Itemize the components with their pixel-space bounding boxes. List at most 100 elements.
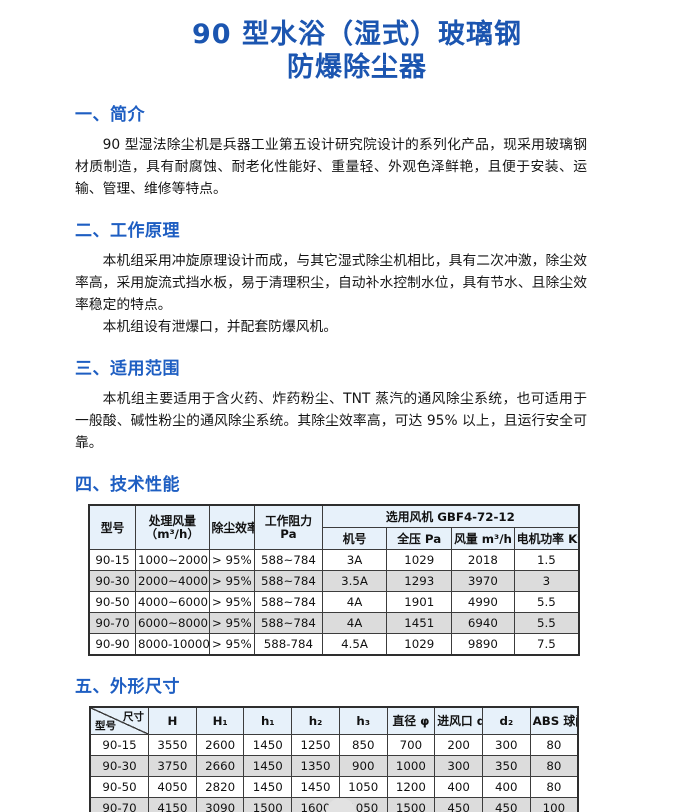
value-cell: 4150 <box>148 797 197 812</box>
value-cell: 3A <box>321 549 388 571</box>
col-header-motor-power: 电机功率 Kw <box>513 527 580 550</box>
value-cell: 2820 <box>195 776 245 798</box>
principle-paragraph-1: 本机组采用冲旋原理设计而成，与其它湿式除尘机相比，具有二次冲激，除尘效率高，采用… <box>75 253 587 313</box>
col-header-diameter: 直径 φ <box>386 706 436 735</box>
value-cell: 3970 <box>451 570 515 592</box>
table-row: 90-15 3550 2600 1450 1250 850 700 200 300 80 <box>89 734 579 756</box>
value-cell: 450 <box>481 797 531 812</box>
value-cell: 4.5A <box>321 633 388 655</box>
table-row: 90-70 4150 3090 1500 1600 1050 1500 450 450 100 <box>89 797 579 812</box>
section-heading-scope: 三、适用范围 <box>75 359 180 379</box>
dimension-table-heights: 尺寸 型号 H H₁ h₁ h₂ h₃ 直径 φ 进风口 d₁ d₂ ABS 球… <box>89 705 579 812</box>
performance-table-body: 90-15 1000~2000 > 95% 588~784 3A 1029 2018 1.5 9… <box>88 549 580 655</box>
value-cell: 850 <box>338 734 388 756</box>
document-title: 90 型水浴（湿式）玻璃钢 防爆除尘器 <box>18 18 678 84</box>
value-cell: 1.5 <box>513 549 580 571</box>
value-cell: 9890 <box>451 633 515 655</box>
value-cell: 400 <box>434 776 483 798</box>
col-header-fan-volume: 风量 m³/h <box>451 527 515 550</box>
value-cell: 1451 <box>386 612 453 634</box>
corner-header-cell: 尺寸 型号 <box>89 706 150 735</box>
value-cell: > 95% <box>208 591 256 613</box>
col-header-h1: h₁ <box>243 706 293 735</box>
table-row: 90-70 6000~8000 > 95% 588~784 4A 1451 6940 5.5 <box>88 612 580 634</box>
corner-label-size: 尺寸 <box>123 710 145 723</box>
value-cell: 1293 <box>386 570 453 592</box>
table-row: 90-50 4050 2820 1450 1450 1050 1200 400 400 80 <box>89 776 579 798</box>
value-cell: > 95% <box>208 549 256 571</box>
value-cell: 1029 <box>386 549 453 571</box>
value-cell: 300 <box>434 755 483 777</box>
value-cell: 1000~2000 <box>135 549 210 571</box>
value-cell: 80 <box>529 776 579 798</box>
value-cell: 1450 <box>291 776 340 798</box>
principle-paragraph-2: 本机组设有泄爆口，并配套防爆风机。 <box>102 319 338 335</box>
value-cell: > 95% <box>208 612 256 634</box>
value-cell: 4050 <box>148 776 197 798</box>
model-cell: 90-30 <box>89 755 150 777</box>
value-cell: 588~784 <box>254 612 323 634</box>
col-header-air-volume-label: 处理风量 <box>148 513 196 528</box>
table-header-row: 机号 全压 Pa 风量 m³/h 电机功率 Kw <box>89 527 580 550</box>
col-header-h3: h₃ <box>338 706 388 735</box>
value-cell: 80 <box>529 734 579 756</box>
model-cell: 90-70 <box>89 797 150 812</box>
value-cell: 7.5 <box>513 633 580 655</box>
col-header-fan-group: 选用风机 GBF4-72-12 <box>321 504 580 528</box>
corner-label-model: 型号 <box>95 720 116 732</box>
value-cell: 2018 <box>451 549 515 571</box>
value-cell: 200 <box>434 734 483 756</box>
table-row: 90-90 8000-10000 > 95% 588-784 4.5A 1029 9890 7… <box>88 633 580 655</box>
value-cell: 2000~4000 <box>135 570 210 592</box>
col-header-d2: d₂ <box>481 706 531 735</box>
table-row: 90-30 3750 2660 1450 1350 900 1000 300 350 80 <box>89 755 579 777</box>
col-header-model: 型号 <box>88 504 137 550</box>
value-cell: 400 <box>481 776 531 798</box>
col-header-efficiency: 除尘效率 <box>208 504 256 550</box>
section-heading-performance: 四、技术性能 <box>75 475 180 495</box>
model-cell: 90-15 <box>88 549 137 571</box>
model-cell: 90-70 <box>88 612 137 634</box>
col-header-abs-valve-d3: ABS 球阀 d₃ <box>529 706 579 735</box>
model-cell: 90-15 <box>89 734 150 756</box>
value-cell: 1029 <box>386 633 453 655</box>
col-header-air-volume: 处理风量 （m³/h） <box>135 504 210 550</box>
col-header-H1: H₁ <box>195 706 245 735</box>
value-cell: 350 <box>481 755 531 777</box>
document-title-line2: 防爆除尘器 <box>287 52 427 83</box>
document-title-line1: 90 型水浴（湿式）玻璃钢 <box>192 19 522 50</box>
value-cell: 3.5A <box>321 570 388 592</box>
performance-table-head: 型号 处理风量 （m³/h） 除尘效率 工作阻力 Pa 选用风机 GBF4-72… <box>88 504 580 550</box>
value-cell: 588~784 <box>254 591 323 613</box>
col-header-resistance: 工作阻力 Pa <box>254 504 323 550</box>
value-cell: 300 <box>481 734 531 756</box>
performance-table: 型号 处理风量 （m³/h） 除尘效率 工作阻力 Pa 选用风机 GBF4-72… <box>88 504 580 656</box>
value-cell: 1250 <box>291 734 340 756</box>
col-header-h2: h₂ <box>291 706 340 735</box>
value-cell: 5.5 <box>513 612 580 634</box>
value-cell: 3550 <box>148 734 197 756</box>
value-cell: 1450 <box>243 776 293 798</box>
col-header-H: H <box>148 706 197 735</box>
value-cell: 1901 <box>386 591 453 613</box>
model-cell: 90-30 <box>88 570 137 592</box>
value-cell: 4000~6000 <box>135 591 210 613</box>
value-cell: 700 <box>386 734 436 756</box>
value-cell: 100 <box>529 797 579 812</box>
model-cell: 90-90 <box>88 633 137 655</box>
value-cell: 1000 <box>386 755 436 777</box>
table-header-row: 尺寸 型号 H H₁ h₁ h₂ h₃ 直径 φ 进风口 d₁ d₂ ABS 球… <box>89 706 579 735</box>
value-cell: 80 <box>529 755 579 777</box>
value-cell: 1500 <box>386 797 436 812</box>
value-cell: 2660 <box>195 755 245 777</box>
scope-paragraph: 本机组主要适用于含火药、炸药粉尘、TNT 蒸汽的通风除尘系统，也可适用于一般酸、… <box>75 391 587 451</box>
value-cell: 1050 <box>338 776 388 798</box>
section-heading-dimensions: 五、外形尺寸 <box>75 676 180 697</box>
value-cell: > 95% <box>208 570 256 592</box>
value-cell: 5.5 <box>513 591 580 613</box>
col-header-fan-no: 机号 <box>321 527 388 550</box>
value-cell: 588~784 <box>254 570 323 592</box>
col-header-resistance-label: 工作阻力 <box>264 513 313 528</box>
